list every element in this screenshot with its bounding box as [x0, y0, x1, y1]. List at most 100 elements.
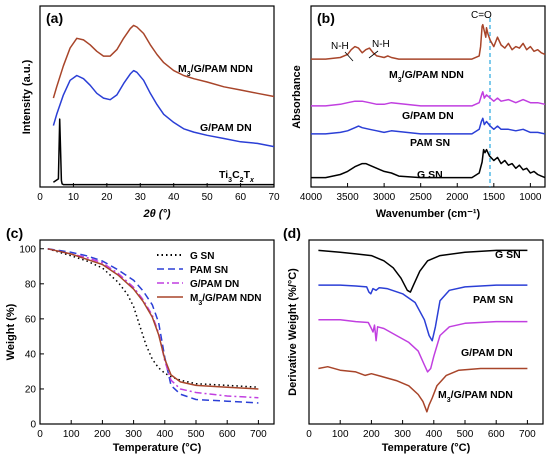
panel-b-letter: (b)	[317, 10, 335, 26]
panel-a-xtick-label-20: 20	[101, 192, 113, 203]
panel-c-ytick-label-80: 80	[25, 279, 37, 290]
panel-a-letter: (a)	[46, 10, 63, 26]
panel-b-xtick-label-2000: 2000	[446, 192, 469, 203]
panel-d-xtick-label-0: 0	[306, 429, 312, 440]
panel-a-series-label-m3: M3/G/PAM NDN	[178, 63, 253, 78]
panel-d: (d) Derivative Weight (%/°C) Temperature…	[283, 225, 544, 454]
panel-a-series-g-pam-dn	[52, 69, 275, 148]
panel-d-xtick-label-200: 200	[363, 429, 380, 440]
panel-b-arrow-nh-1	[344, 51, 354, 62]
panel-c-series	[47, 248, 259, 404]
panel-c-legend: G SN PAM SN G/PAM DN M3/G/PAM NDN	[157, 251, 262, 307]
panel-c-letter: (c)	[6, 225, 23, 241]
panel-b-annotation-co: C=O	[471, 10, 492, 21]
panel-a: (a) Intensity (a.u.) 2θ (°) 0 10 20 30 40 50 6…	[21, 5, 280, 220]
panel-d-xtick-label-100: 100	[332, 429, 349, 440]
panel-a-series	[52, 24, 275, 186]
panel-a-ylabel: Intensity (a.u.)	[21, 59, 33, 134]
panel-a-xtick-label-70: 70	[268, 192, 280, 203]
panel-b-series	[311, 23, 546, 179]
panel-a-series-m3-g-pam-ndn	[52, 24, 275, 99]
panel-a-xtick-label-40: 40	[168, 192, 180, 203]
panel-d-xtick-label-600: 600	[488, 429, 505, 440]
panel-c-xtick-label-200: 200	[94, 429, 111, 440]
panel-d-xtick-label-500: 500	[457, 429, 474, 440]
panel-b-series-pam-sn	[311, 117, 546, 135]
panel-a-series-label-gpam: G/PAM DN	[200, 122, 252, 134]
panel-c-xtick-label-300: 300	[125, 429, 142, 440]
panel-d-frame	[308, 239, 544, 425]
panel-d-series-pam-sn	[318, 284, 528, 342]
panel-d-series-label-gsn: G SN	[495, 249, 521, 261]
panel-b-xtick-label-3500: 3500	[336, 192, 359, 203]
panel-c-ytick-label-100: 100	[19, 244, 36, 255]
panel-d-series-label-gpam: G/PAM DN	[461, 347, 513, 359]
panel-d-ticks: 0 100 200 300 400 500 600 700	[306, 420, 536, 440]
panel-d-series-label-pam: PAM SN	[473, 294, 513, 306]
panel-b-series-label-gsn: G SN	[417, 169, 443, 181]
panel-c-xlabel: Temperature (°C)	[113, 442, 202, 454]
legend-label-m3: M3/G/PAM NDN	[190, 293, 262, 307]
panel-d-series-g-pam-dn	[318, 319, 528, 373]
panel-c-xtick-label-500: 500	[188, 429, 205, 440]
panel-c-ytick-label-0: 0	[30, 420, 36, 431]
panel-c-xtick-label-700: 700	[250, 429, 267, 440]
legend-label-pam-sn: PAM SN	[190, 265, 228, 276]
panel-c-xtick-label-600: 600	[219, 429, 236, 440]
panel-c-ytick-label-60: 60	[25, 314, 37, 325]
panel-d-series	[318, 249, 528, 413]
panel-c: (c) Weight (%) Temperature (°C) 0 100 200 3…	[5, 225, 275, 454]
panel-b-xlabel: Wavenumber (cm⁻¹)	[376, 208, 481, 220]
panel-d-xtick-label-700: 700	[519, 429, 536, 440]
legend-label-gpam-dn: G/PAM DN	[190, 279, 239, 290]
panel-a-ticks: 0 10 20 30 40 50 60 70	[37, 183, 280, 203]
panel-d-series-m3-g-pam-ndn	[318, 365, 528, 413]
panel-c-series-pam-sn	[47, 248, 259, 404]
panel-b-xtick-label-2500: 2500	[410, 192, 433, 203]
legend-label-g-sn: G SN	[190, 251, 214, 262]
panel-d-series-label-m3: M3/G/PAM NDN	[438, 389, 513, 404]
panel-a-series-label-ti3c2tx: Ti3C2Tx	[219, 169, 255, 184]
panel-c-ticks: 0 100 200 300 400 500 600 700 0 20 40 60 80 100	[19, 244, 267, 440]
panel-c-xtick-label-100: 100	[63, 429, 80, 440]
panel-b-frame	[310, 5, 546, 188]
panel-d-ylabel: Derivative Weight (%/°C)	[287, 268, 299, 396]
panel-b-series-label-pam: PAM SN	[410, 137, 450, 149]
panel-b-ylabel: Absorbance	[291, 65, 303, 129]
panel-b-xtick-label-1000: 1000	[519, 192, 542, 203]
panel-d-xlabel: Temperature (°C)	[382, 442, 471, 454]
panel-c-xtick-label-400: 400	[156, 429, 173, 440]
panel-b-arrow-nh-2	[368, 50, 379, 59]
panel-b-series-g-sn	[311, 148, 546, 179]
panel-a-xtick-label-50: 50	[202, 192, 214, 203]
panel-b-series-label-m3: M3/G/PAM NDN	[389, 69, 464, 84]
panel-d-xtick-label-400: 400	[425, 429, 442, 440]
panel-b-series-label-gpam: G/PAM DN	[402, 110, 454, 122]
panel-a-xtick-label-60: 60	[235, 192, 247, 203]
panel-c-series-g-pam-dn	[47, 248, 259, 399]
panel-a-xlabel: 2θ (°)	[142, 208, 170, 220]
panel-a-xtick-label-0: 0	[37, 192, 43, 203]
panel-b-series-m3-g-pam-ndn	[311, 23, 546, 60]
panel-c-ylabel: Weight (%)	[5, 303, 17, 360]
panel-c-series-g-sn	[47, 248, 259, 388]
panel-b-ticks: 4000 3500 3000 2500 2000 1500 1000	[300, 183, 542, 203]
panel-b-xtick-label-1500: 1500	[483, 192, 506, 203]
panel-b-annotation-nh-1: N-H	[331, 41, 349, 52]
panel-c-xtick-label-0: 0	[37, 429, 43, 440]
panel-a-frame	[39, 5, 275, 188]
panel-a-xtick-label-10: 10	[68, 192, 80, 203]
panel-d-letter: (d)	[283, 225, 301, 241]
panel-a-series-ti3c2tx	[52, 118, 274, 186]
panel-b-xtick-label-3000: 3000	[373, 192, 396, 203]
panel-b-annotation-nh-2: N-H	[372, 39, 390, 50]
panel-c-frame	[39, 239, 275, 425]
panel-b-series-g-pam-dn	[311, 91, 546, 107]
panel-b: (b) Absorbance Wavenumber (cm⁻¹) 4000 350…	[291, 5, 546, 220]
panel-d-xtick-label-300: 300	[394, 429, 411, 440]
panel-c-ytick-label-40: 40	[25, 349, 37, 360]
panel-b-xtick-label-4000: 4000	[300, 192, 323, 203]
panel-a-xtick-label-30: 30	[135, 192, 147, 203]
panel-d-series-g-sn	[318, 249, 528, 293]
